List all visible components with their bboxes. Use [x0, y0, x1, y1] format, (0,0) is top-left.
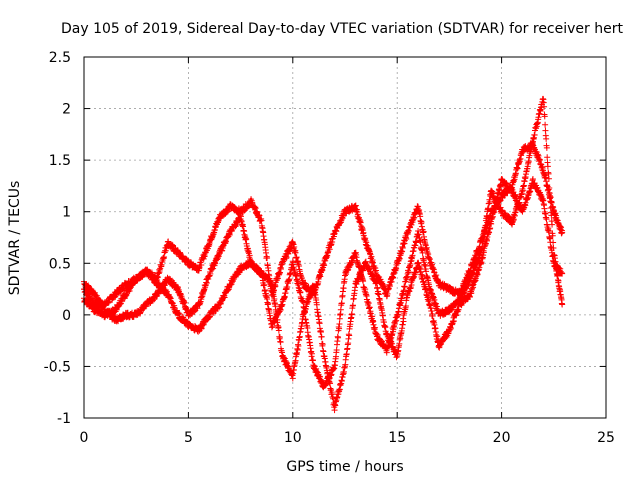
chart-title: Day 105 of 2019, Sidereal Day-to-day VTE… — [61, 21, 623, 37]
data-point — [372, 267, 379, 274]
data-point — [558, 224, 565, 231]
x-tick-label: 10 — [284, 430, 302, 446]
data-point — [535, 152, 542, 159]
y-tick-label: 2.5 — [49, 50, 71, 66]
data-point — [352, 202, 359, 209]
data-points — [81, 95, 566, 414]
x-tick-label: 20 — [493, 430, 511, 446]
data-point — [545, 186, 552, 193]
data-point — [258, 217, 265, 224]
y-tick-label: 1.5 — [49, 153, 71, 169]
y-tick-label: -1 — [57, 411, 71, 427]
data-point — [221, 294, 228, 301]
data-point — [368, 253, 375, 260]
data-point — [256, 212, 263, 219]
data-point — [514, 165, 521, 172]
data-point — [198, 261, 205, 268]
x-tick-label: 5 — [184, 430, 193, 446]
y-tick-label: 0.5 — [49, 256, 71, 272]
y-tick-label: 2 — [62, 102, 71, 118]
data-point — [420, 228, 427, 235]
y-tick-label: 0 — [62, 308, 71, 324]
x-tick-label: 25 — [597, 430, 615, 446]
data-point — [263, 249, 270, 256]
data-point — [264, 255, 271, 262]
y-tick-label: 1 — [62, 205, 71, 221]
y-axis-label: SDTVAR / TECUs — [7, 181, 23, 296]
x-tick-label: 0 — [80, 430, 89, 446]
y-tick-label: -0.5 — [44, 359, 71, 375]
data-point — [175, 310, 182, 317]
data-point — [326, 246, 333, 253]
x-axis-label: GPS time / hours — [286, 459, 403, 475]
x-tick-label: 15 — [388, 430, 406, 446]
data-point — [559, 229, 566, 236]
data-point — [403, 235, 410, 242]
